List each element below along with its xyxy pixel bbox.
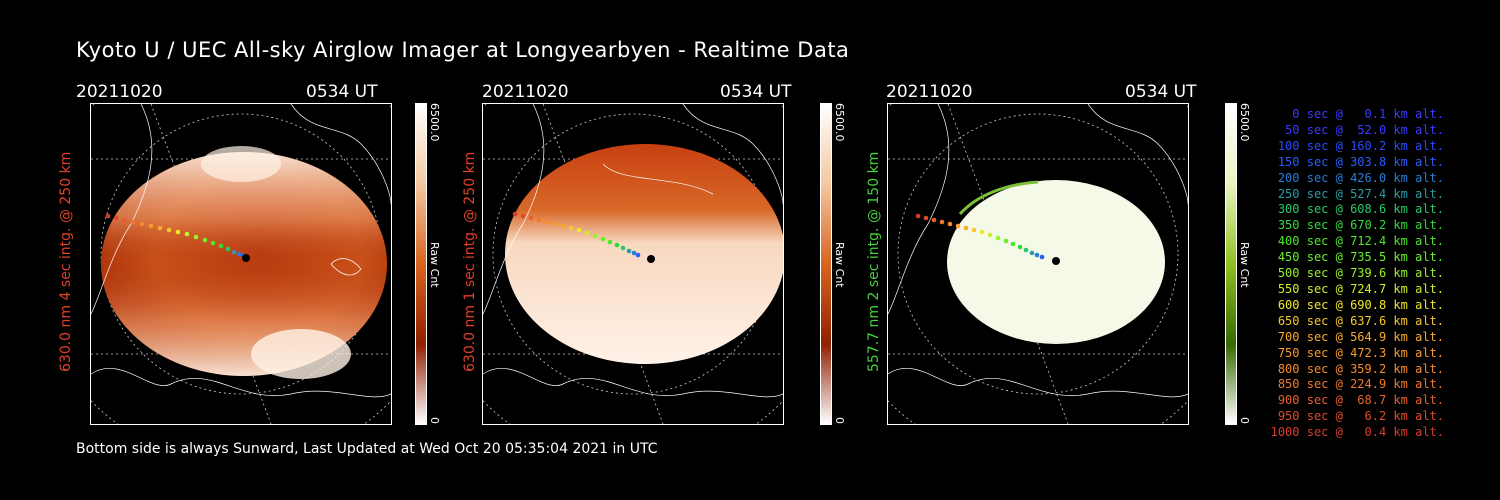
legend-row: 150 sec @ 303.8 km alt. [1277,154,1444,169]
legend-row: 600 sec @ 690.8 km alt. [1277,297,1444,312]
legend-row: 550 sec @ 724.7 km alt. [1277,281,1444,296]
panel-3-image [887,103,1189,425]
panel-3-time: 0534 UT [1125,82,1197,102]
panel-1-cbar-min: 0 [428,417,441,424]
panel-2-ylabel: 630.0 nm 1 sec intg. @ 250 km [462,151,478,372]
panel-1-time: 0534 UT [306,82,378,102]
panel-2-cbar-max: 6500.0 [833,103,846,142]
panel-2-map [483,104,783,424]
legend-row: 300 sec @ 608.6 km alt. [1277,202,1444,217]
panel-1-ylabel: 630.0 nm 4 sec intg. @ 250 km [58,151,74,372]
panel-3-cbar-min: 0 [1238,417,1251,424]
panel-2-trajectory [512,211,655,263]
panel-3-cbar-unit: Raw Cnt [1238,242,1251,288]
legend-row: 800 sec @ 359.2 km alt. [1277,361,1444,376]
panel-1-cbar-max: 6500.0 [428,103,441,142]
panel-1-colorbar [415,103,427,425]
legend-row: 50 sec @ 52.0 km alt. [1285,122,1444,137]
panel-1-trajectory [105,213,250,262]
legend-row: 1000 sec @ 0.4 km alt. [1270,425,1444,440]
legend-row: 350 sec @ 670.2 km alt. [1277,218,1444,233]
legend-row: 100 sec @ 160.2 km alt. [1277,138,1444,153]
legend-row: 850 sec @ 224.9 km alt. [1277,377,1444,392]
legend-row: 900 sec @ 68.7 km alt. [1277,393,1444,408]
panel-2-cbar-unit: Raw Cnt [833,242,846,288]
legend-row: 0 sec @ 0.1 km alt. [1292,107,1444,121]
panel-3-trajectory [915,213,1060,265]
legend-row: 400 sec @ 712.4 km alt. [1277,234,1444,249]
panel-2-date: 20211020 [482,82,569,102]
panel-1-image [90,103,392,425]
page-title: Kyoto U / UEC All-sky Airglow Imager at … [76,38,850,62]
legend-row: 250 sec @ 527.4 km alt. [1277,186,1444,201]
panel-1-map [91,104,391,424]
legend-row: 500 sec @ 739.6 km alt. [1277,266,1444,281]
panel-2-cbar-min: 0 [833,417,846,424]
legend-row: 450 sec @ 735.5 km alt. [1277,250,1444,265]
panel-1-date: 20211020 [76,82,163,102]
footer-note: Bottom side is always Sunward, Last Upda… [76,441,658,457]
panel-3-cbar-max: 6500.0 [1238,103,1251,142]
panel-2-colorbar [820,103,832,425]
legend-row: 700 sec @ 564.9 km alt. [1277,329,1444,344]
panel-2-image [482,103,784,425]
panel-1-cbar-unit: Raw Cnt [428,242,441,288]
panel-2-time: 0534 UT [720,82,792,102]
legend-row: 750 sec @ 472.3 km alt. [1277,345,1444,360]
legend-row: 950 sec @ 6.2 km alt. [1277,409,1444,424]
panel-3-ylabel: 557.7 nm 2 sec intg. @ 150 km [866,151,882,372]
panel-3-date: 20211020 [886,82,973,102]
panel-3-map [888,104,1188,424]
altitude-legend: 0 sec @ 0.1 km alt. 50 sec @ 52.0 km alt.… [1258,107,1444,441]
legend-row: 650 sec @ 637.6 km alt. [1277,313,1444,328]
legend-row: 200 sec @ 426.0 km alt. [1277,170,1444,185]
panel-3-colorbar [1225,103,1237,425]
